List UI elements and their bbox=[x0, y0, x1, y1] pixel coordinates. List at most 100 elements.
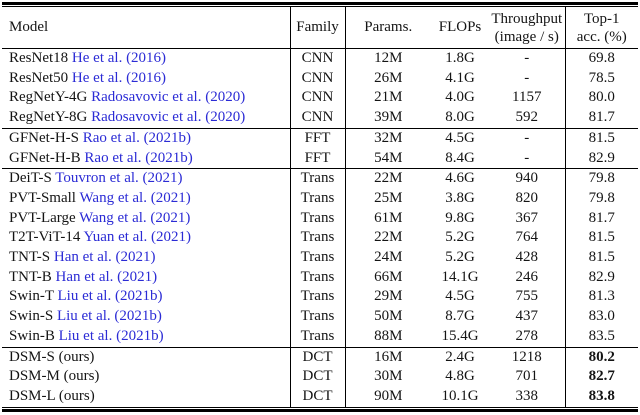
citation-link[interactable]: He et al. (2016) bbox=[71, 69, 167, 86]
top1-label-line1: Top-1 bbox=[583, 10, 620, 27]
table-row: DSM-M (ours) DCT 30M 4.8G 701 82.7 bbox=[2, 367, 638, 387]
cell-flops: 2.4G bbox=[431, 346, 489, 368]
cell-model: RegNetY-4G Radosavovic et al. (2020) bbox=[2, 88, 291, 109]
cell-flops: 3.8G bbox=[445, 189, 475, 206]
cell-model: Swin-S Liu et al. (2021b) bbox=[2, 307, 291, 327]
citation-link[interactable]: Touvron et al. (2021) bbox=[55, 170, 183, 187]
cell-throughput: - bbox=[489, 127, 566, 149]
cell-family: DCT bbox=[290, 346, 346, 368]
table-row: DeiT-S Touvron et al. (2021) Trans 22M 4… bbox=[2, 168, 638, 189]
cell-throughput: 1157 bbox=[489, 88, 566, 109]
cell-top1: 78.5 bbox=[588, 69, 615, 86]
cell-top1: 81.3 bbox=[588, 288, 615, 305]
table-row: PVT-Small Wang et al. (2021) Trans 25M 3… bbox=[2, 188, 638, 209]
cell-flops: 4.1G bbox=[445, 69, 475, 86]
cell-throughput: 367 bbox=[489, 208, 566, 229]
citation-link[interactable]: Radosavovic et al. (2020) bbox=[91, 109, 246, 126]
throughput-label-line1: Throughput bbox=[491, 10, 563, 27]
citation-link[interactable]: Han et al. (2021) bbox=[55, 268, 158, 285]
cell-throughput: 437 bbox=[489, 307, 566, 327]
cell-throughput: 820 bbox=[489, 188, 566, 209]
cell-model: PVT-Large Wang et al. (2021) bbox=[2, 208, 291, 229]
model-name: GFNet-H-S bbox=[9, 129, 79, 146]
cell-top1: 83.5 bbox=[588, 327, 615, 344]
table-row: RegNetY-4G Radosavovic et al. (2020) CNN… bbox=[2, 88, 638, 109]
citation-link[interactable]: Wang et al. (2021) bbox=[79, 209, 191, 226]
cell-top1: 80.0 bbox=[588, 89, 615, 106]
cell-params: 29M bbox=[374, 288, 403, 305]
citation-link[interactable]: Liu et al. (2021b) bbox=[58, 327, 164, 344]
cell-family: Trans bbox=[290, 208, 346, 229]
cell-model: ResNet50 He et al. (2016) bbox=[2, 68, 291, 89]
cell-top1: 81.5 bbox=[588, 249, 615, 266]
col-header-model: Model bbox=[2, 7, 291, 49]
cell-params: 25M bbox=[374, 189, 403, 206]
cell-throughput: 940 bbox=[489, 168, 566, 189]
cell-params: 30M bbox=[374, 368, 403, 385]
cell-top1: 82.7 bbox=[588, 368, 615, 385]
model-name: PVT-Small bbox=[9, 189, 76, 206]
citation-link[interactable]: Radosavovic et al. (2020) bbox=[91, 89, 246, 106]
table-row: DSM-S (ours) DCT 16M 2.4G 1218 80.2 bbox=[2, 346, 638, 368]
cell-flops: 15.4G bbox=[441, 327, 479, 344]
cell-family: DCT bbox=[290, 386, 346, 407]
citation-link[interactable]: Wang et al. (2021) bbox=[79, 189, 191, 206]
table-row: Swin-B Liu et al. (2021b) Trans 88M 15.4… bbox=[2, 326, 638, 348]
cell-flops: 8.0G bbox=[445, 109, 475, 126]
col-header-family: Family bbox=[290, 7, 346, 49]
cell-throughput: 755 bbox=[489, 287, 566, 308]
cell-top1: 69.8 bbox=[588, 50, 615, 66]
cell-model: Swin-B Liu et al. (2021b) bbox=[2, 326, 291, 348]
table-row: RegNetY-8G Radosavovic et al. (2020) CNN… bbox=[2, 108, 638, 129]
cell-params: 90M bbox=[374, 387, 403, 404]
cell-top1: 81.7 bbox=[588, 209, 615, 226]
cell-top1: 83.0 bbox=[588, 308, 615, 325]
throughput-label-line2: (image / s) bbox=[494, 28, 559, 45]
citation-link[interactable]: Rao et al. (2021b) bbox=[84, 149, 193, 166]
bottom-rule-thick bbox=[2, 409, 638, 412]
cell-params: 16M bbox=[345, 346, 431, 368]
cell-model: GFNet-H-B Rao et al. (2021b) bbox=[2, 148, 291, 169]
top1-label-line2: acc. (%) bbox=[576, 28, 627, 45]
cell-family: CNN bbox=[290, 68, 346, 89]
cell-model: PVT-Small Wang et al. (2021) bbox=[2, 188, 291, 209]
table-row: Swin-T Liu et al. (2021b) Trans 29M 4.5G… bbox=[2, 287, 638, 308]
model-name: Swin-T bbox=[9, 288, 54, 305]
model-name: Swin-S bbox=[9, 308, 54, 325]
table-row: TNT-S Han et al. (2021) Trans 24M 5.2G 4… bbox=[2, 248, 638, 268]
cell-family: Trans bbox=[290, 287, 346, 308]
cell-params: 26M bbox=[374, 69, 403, 86]
citation-link[interactable]: Han et al. (2021) bbox=[53, 249, 156, 266]
cell-throughput: - bbox=[489, 148, 566, 169]
table-row: TNT-B Han et al. (2021) Trans 66M 14.1G … bbox=[2, 267, 638, 288]
citation-link[interactable]: Liu et al. (2021b) bbox=[57, 288, 163, 305]
cell-flops: 4.5G bbox=[445, 288, 475, 305]
cell-model: RegNetY-8G Radosavovic et al. (2020) bbox=[2, 108, 291, 129]
cell-top1: 80.2 bbox=[565, 346, 638, 368]
cell-flops: 5.2G bbox=[445, 249, 475, 266]
top-rule-thin bbox=[2, 6, 638, 7]
model-name: ResNet50 bbox=[9, 69, 69, 86]
col-header-top1: Top-1 acc. (%) bbox=[565, 7, 638, 49]
cell-family: Trans bbox=[290, 267, 346, 288]
cell-params: 50M bbox=[374, 308, 403, 325]
cell-top1: 81.7 bbox=[588, 109, 615, 126]
citation-link[interactable]: He et al. (2016) bbox=[71, 50, 167, 66]
cell-params: 12M bbox=[374, 50, 403, 66]
cell-family: CNN bbox=[290, 48, 346, 69]
cell-flops: 8.4G bbox=[445, 149, 475, 166]
cell-family: CNN bbox=[290, 108, 346, 129]
cell-params: 22M bbox=[345, 168, 431, 189]
citation-link[interactable]: Rao et al. (2021b) bbox=[82, 129, 192, 146]
cell-throughput: 764 bbox=[489, 228, 566, 249]
header-row: Model Family Params. FLOPs Throughput (i… bbox=[2, 7, 638, 49]
cell-flops: 4.5G bbox=[431, 127, 489, 149]
cell-throughput: 592 bbox=[489, 108, 566, 129]
citation-link[interactable]: Yuan et al. (2021) bbox=[83, 229, 191, 246]
cell-model: DSM-M (ours) bbox=[2, 367, 291, 387]
citation-link[interactable]: Liu et al. (2021b) bbox=[56, 308, 162, 325]
cell-params: 66M bbox=[374, 268, 403, 285]
cell-family: Trans bbox=[290, 168, 346, 189]
cell-params: 54M bbox=[374, 149, 403, 166]
